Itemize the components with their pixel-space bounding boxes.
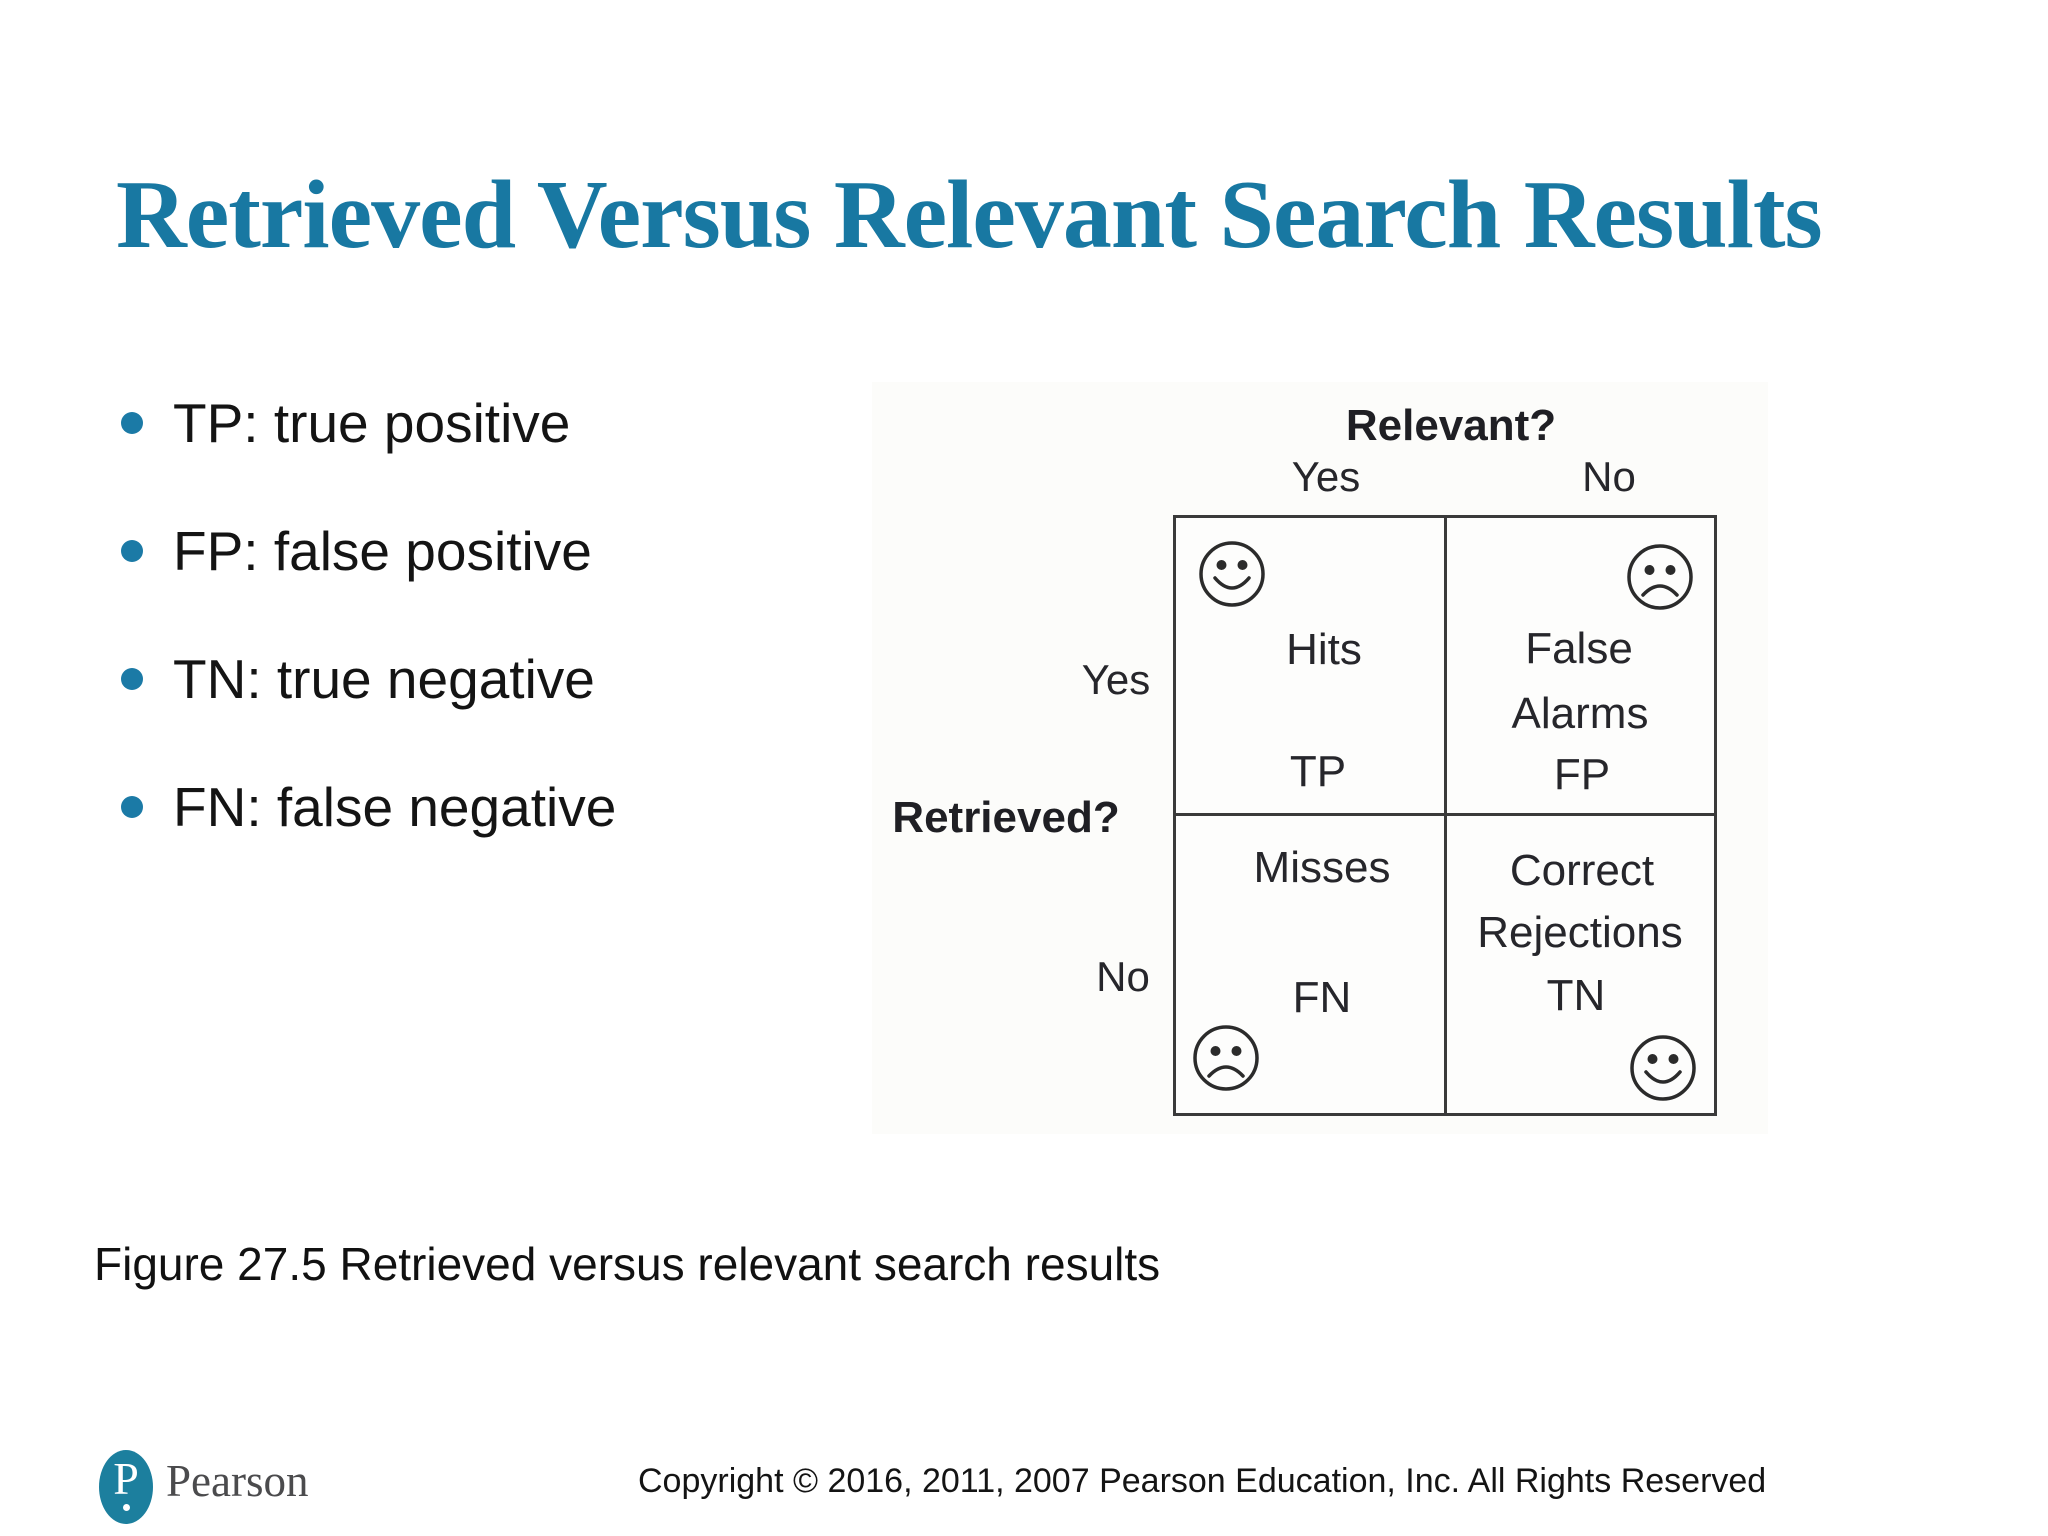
matrix-horizontal-divider	[1173, 813, 1717, 816]
list-item: FN: false negative	[121, 777, 616, 837]
figure-row-label-no: No	[1096, 953, 1150, 1000]
sad-face-icon	[1624, 541, 1696, 613]
cell-code-tn: TN	[1546, 971, 1606, 1020]
bullet-dot-icon	[121, 540, 143, 562]
figure-column-question: Relevant?	[1345, 401, 1557, 450]
list-item: TP: true positive	[121, 393, 570, 453]
cell-label-false: False	[1525, 624, 1633, 673]
bullet-text: TN: true negative	[173, 647, 595, 710]
cell-label-misses: Misses	[1253, 843, 1391, 892]
cell-code-fp: FP	[1553, 750, 1611, 799]
happy-face-icon	[1627, 1032, 1699, 1104]
pearson-logo-dot	[122, 1504, 130, 1511]
bullet-dot-icon	[121, 796, 143, 818]
bullet-text: FN: false negative	[173, 775, 617, 838]
list-item: FP: false positive	[121, 521, 592, 581]
pearson-wordmark: Pearson	[166, 1456, 309, 1506]
figure-column-label-yes: Yes	[1291, 453, 1361, 500]
cell-code-tp: TP	[1289, 747, 1347, 796]
sad-face-icon	[1190, 1022, 1262, 1094]
copyright-text: Copyright © 2016, 2011, 2007 Pearson Edu…	[638, 1462, 1767, 1500]
figure-caption: Figure 27.5 Retrieved versus relevant se…	[94, 1238, 1161, 1290]
figure-row-question: Retrieved?	[892, 793, 1120, 842]
bullet-dot-icon	[121, 412, 143, 434]
bullet-dot-icon	[121, 668, 143, 690]
page-title: Retrieved Versus Relevant Search Results	[116, 161, 1823, 269]
figure-column-label-no: No	[1582, 453, 1636, 500]
cell-label-alarms: Alarms	[1511, 689, 1649, 738]
bullet-text: FP: false positive	[173, 519, 592, 582]
cell-label-correct: Correct	[1509, 846, 1655, 895]
pearson-logo-letter: P	[113, 1453, 139, 1504]
bullet-text: TP: true positive	[173, 391, 571, 454]
cell-label-hits: Hits	[1286, 625, 1362, 674]
list-item: TN: true negative	[121, 649, 595, 709]
figure-row-label-yes: Yes	[1081, 656, 1151, 703]
cell-label-rejections: Rejections	[1477, 908, 1683, 957]
cell-code-fn: FN	[1292, 973, 1352, 1022]
pearson-logo-icon: P	[99, 1450, 153, 1524]
happy-face-icon	[1196, 538, 1268, 610]
